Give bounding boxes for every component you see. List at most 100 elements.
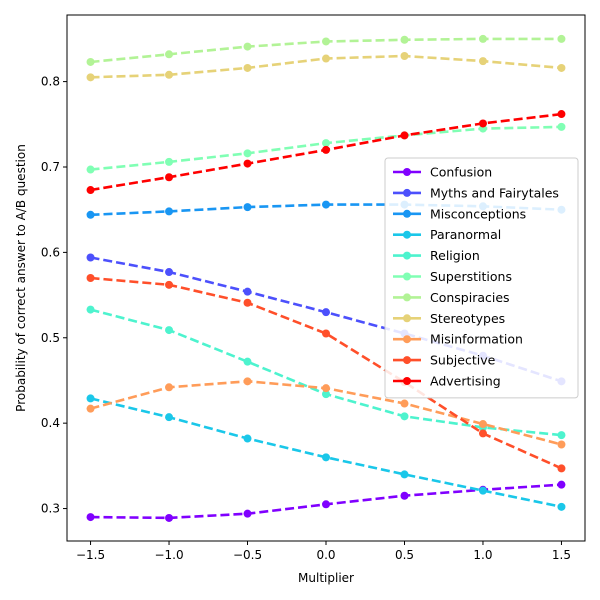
data-point <box>322 145 330 154</box>
series-line <box>90 397 562 509</box>
data-point <box>243 434 252 443</box>
series-advertising <box>86 110 566 195</box>
data-point <box>400 35 409 44</box>
data-point <box>243 357 252 366</box>
data-point <box>557 502 566 511</box>
legend-swatch-marker <box>403 188 411 197</box>
series-stereotypes <box>86 51 566 82</box>
legend-item: Misinformation <box>393 332 523 347</box>
data-point <box>557 122 566 131</box>
data-point <box>243 377 252 386</box>
data-point <box>243 203 252 212</box>
data-point <box>322 329 330 338</box>
data-point <box>86 305 95 314</box>
data-point <box>165 513 174 522</box>
y-tick-label: 0.4 <box>41 416 60 430</box>
data-point <box>557 110 566 119</box>
data-point <box>243 149 252 158</box>
data-point <box>557 440 566 449</box>
data-point <box>86 57 95 66</box>
series-confusion <box>86 480 566 522</box>
data-point <box>243 287 252 296</box>
data-point <box>165 173 174 182</box>
data-point <box>322 54 330 63</box>
data-point <box>478 34 487 43</box>
data-point <box>165 70 174 79</box>
data-point <box>322 37 330 46</box>
data-point <box>86 404 95 413</box>
data-point <box>165 50 174 59</box>
x-axis-label: Multiplier <box>298 571 354 585</box>
data-point <box>86 186 95 195</box>
data-point <box>165 268 174 277</box>
legend-item: Myths and Fairytales <box>393 185 559 200</box>
data-point <box>243 63 252 72</box>
data-point <box>165 326 174 335</box>
data-point <box>86 210 95 219</box>
legend-swatch-marker <box>403 335 411 344</box>
legend-swatch-marker <box>403 168 411 176</box>
legend-swatch-marker <box>403 251 411 260</box>
data-point <box>557 431 566 440</box>
data-point <box>322 308 330 317</box>
data-point <box>557 480 566 489</box>
data-point <box>322 453 330 462</box>
legend-item: Advertising <box>393 374 501 389</box>
data-point <box>165 157 174 166</box>
legend-label: Religion <box>430 248 480 263</box>
data-point <box>557 63 566 72</box>
x-tick-label: 0.5 <box>395 548 414 562</box>
x-tick-label: 1.5 <box>552 548 571 562</box>
legend-label: Subjective <box>430 353 496 368</box>
data-point <box>478 57 487 66</box>
legend-label: Misinformation <box>430 332 523 347</box>
data-point <box>400 131 409 140</box>
y-tick-label: 0.5 <box>41 331 60 345</box>
data-point <box>478 486 487 495</box>
data-point <box>478 429 487 438</box>
legend-label: Confusion <box>430 165 492 180</box>
legend-swatch-marker <box>403 272 411 281</box>
data-point <box>322 500 330 509</box>
legend-item: Subjective <box>393 353 496 368</box>
data-point <box>322 200 330 209</box>
legend-item: Confusion <box>393 165 492 180</box>
data-point <box>322 139 330 148</box>
legend-swatch-marker <box>403 230 411 239</box>
data-point <box>557 34 566 43</box>
y-tick-label: 0.8 <box>41 75 60 89</box>
data-point <box>322 384 330 393</box>
data-point <box>165 207 174 216</box>
data-point <box>243 509 252 518</box>
legend-label: Advertising <box>430 374 501 389</box>
legend-item: Superstitions <box>393 269 512 284</box>
series-conspiracies <box>86 34 566 66</box>
legend-item: Misconceptions <box>393 206 526 221</box>
data-point <box>400 412 409 421</box>
x-tick-label: 1.0 <box>473 548 492 562</box>
legend-label: Paranormal <box>430 227 501 242</box>
legend-item: Religion <box>393 248 480 263</box>
legend-box <box>384 157 579 399</box>
data-point <box>86 73 95 82</box>
series-paranormal <box>86 394 566 511</box>
y-tick-label: 0.7 <box>41 160 60 174</box>
legend-label: Misconceptions <box>430 206 526 221</box>
data-point <box>243 42 252 51</box>
data-point <box>86 165 95 174</box>
data-point <box>478 420 487 429</box>
data-point <box>478 119 487 128</box>
x-tick-label: −0.5 <box>233 548 262 562</box>
legend-swatch-marker <box>403 314 411 323</box>
legend-label: Conspiracies <box>430 290 510 305</box>
data-point <box>400 51 409 60</box>
legend-item: Stereotypes <box>393 311 505 326</box>
legend: Confusion Myths and Fairytales Misconcepti… <box>384 157 579 399</box>
series-misinformation <box>86 377 566 449</box>
legend-item: Paranormal <box>393 227 501 242</box>
data-point <box>243 298 252 307</box>
legend-swatch-marker <box>403 209 411 218</box>
x-tick-label: 0.0 <box>316 548 335 562</box>
data-point <box>86 274 95 282</box>
